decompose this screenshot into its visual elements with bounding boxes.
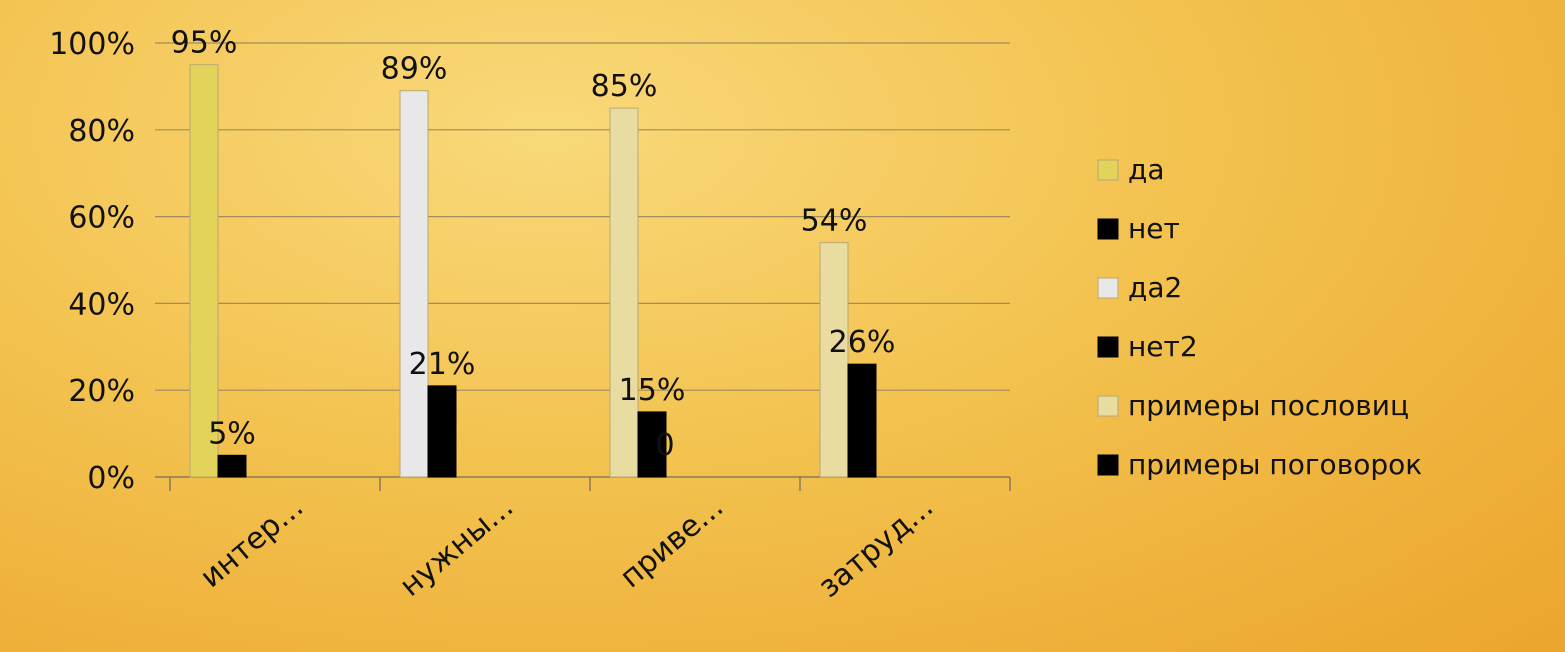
- y-tick-label: 0%: [87, 461, 135, 496]
- legend-swatch: [1097, 336, 1119, 358]
- x-category-label: интер...: [194, 489, 310, 595]
- bar-3-4: [819, 242, 849, 478]
- data-label: 5%: [208, 416, 256, 451]
- x-category-label: приве...: [613, 489, 730, 595]
- legend-label: примеры пословиц: [1128, 389, 1409, 422]
- legend-swatch: [1097, 454, 1119, 476]
- y-tick-label: 60%: [68, 201, 135, 236]
- legend-swatch: [1097, 159, 1119, 181]
- data-label: 26%: [829, 325, 896, 360]
- legend-label: примеры поговорок: [1128, 448, 1422, 481]
- bar-1-2: [399, 90, 429, 478]
- bar-0-0: [189, 64, 219, 478]
- bar-2-4: [609, 107, 639, 478]
- legend-swatch: [1097, 277, 1119, 299]
- bar-2-5: [637, 411, 667, 478]
- bar-0-1: [217, 454, 247, 478]
- y-tick-label: 40%: [68, 287, 135, 322]
- y-tick-label: 100%: [49, 27, 135, 62]
- x-category-label: нужны...: [393, 489, 520, 603]
- y-tick-label: 20%: [68, 374, 135, 409]
- bar-1-3: [427, 385, 457, 478]
- bar-3-5: [847, 363, 877, 478]
- data-label: 21%: [409, 347, 476, 382]
- y-tick-label: 80%: [68, 114, 135, 149]
- data-label: 95%: [171, 26, 238, 61]
- data-label: 89%: [381, 52, 448, 87]
- legend-label: да2: [1128, 271, 1182, 304]
- legend-label: да: [1128, 153, 1165, 186]
- legend-label: нет: [1128, 212, 1180, 245]
- legend-swatch: [1097, 395, 1119, 417]
- data-label: 15%: [619, 373, 686, 408]
- data-label: 0: [655, 428, 674, 463]
- legend-swatch: [1097, 218, 1119, 240]
- data-label: 54%: [801, 204, 868, 239]
- x-category-label: затруд...: [812, 489, 940, 604]
- legend-label: нет2: [1128, 330, 1198, 363]
- data-label: 85%: [591, 69, 658, 104]
